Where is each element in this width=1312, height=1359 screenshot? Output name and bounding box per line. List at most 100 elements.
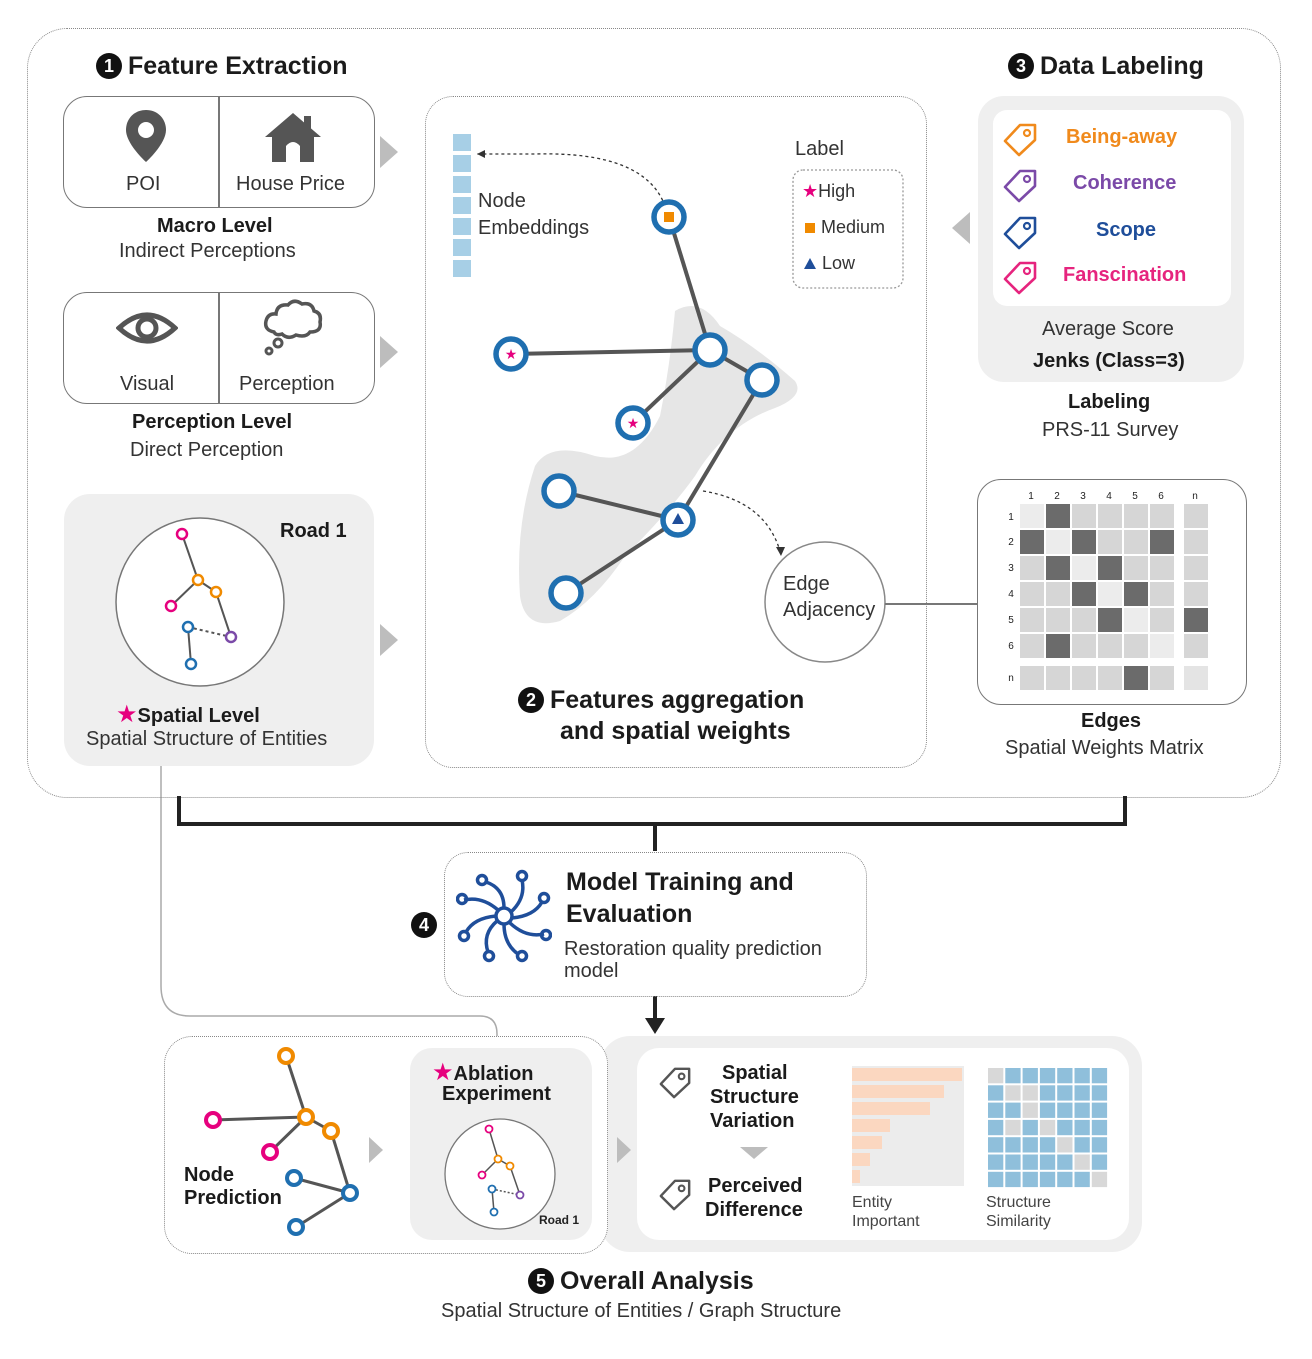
matrix-cell bbox=[1150, 666, 1174, 690]
tag-label: Coherence bbox=[1073, 172, 1177, 194]
matrix-cell bbox=[1184, 634, 1208, 658]
matrix-cell bbox=[1098, 556, 1122, 580]
tag-icon bbox=[1003, 169, 1037, 203]
legend-low-label: Low bbox=[822, 253, 856, 273]
similarity-cell bbox=[1057, 1119, 1073, 1136]
similarity-cell bbox=[1039, 1102, 1056, 1118]
matrix-cell bbox=[1184, 582, 1208, 606]
visual-label: Visual bbox=[120, 373, 175, 395]
legend-item-medium: Medium bbox=[805, 217, 885, 238]
matrix-col-label: 2 bbox=[1054, 491, 1060, 502]
step5-title: 5 Overall Analysis bbox=[528, 1267, 754, 1296]
matrix-cell bbox=[1020, 582, 1044, 606]
ablation-title-line2: Experiment bbox=[442, 1083, 551, 1105]
node-embeddings-column bbox=[453, 134, 471, 277]
step2-title-text1: Features aggregation bbox=[550, 686, 805, 714]
similarity-cell bbox=[1091, 1137, 1108, 1153]
ssv-line3: Variation bbox=[710, 1110, 795, 1132]
spatial-weights-matrix: 1 2 3 4 5 6 n 1 2 3 4 5 6 n bbox=[1008, 491, 1208, 690]
matrix-cell bbox=[1098, 504, 1122, 528]
graph-panel bbox=[425, 96, 927, 768]
matrix-row-label: 5 bbox=[1008, 615, 1014, 626]
legend-high-label: High bbox=[818, 181, 856, 201]
similarity-cell bbox=[1022, 1171, 1038, 1188]
matrix-row-label: 2 bbox=[1008, 537, 1014, 548]
svg-text:★: ★ bbox=[627, 415, 640, 431]
matrix-cell bbox=[1072, 530, 1096, 554]
similarity-cell bbox=[1005, 1119, 1021, 1136]
ablation-arrow bbox=[617, 1137, 631, 1163]
similarity-cell bbox=[1091, 1119, 1108, 1136]
matrix-cell bbox=[1184, 556, 1208, 580]
matrix-row-label: n bbox=[1008, 673, 1014, 684]
similarity-cell bbox=[988, 1119, 1004, 1136]
perception-arrow bbox=[380, 336, 398, 368]
entity-important-line1: Entity bbox=[852, 1194, 893, 1211]
step5-title-text: Overall Analysis bbox=[560, 1267, 754, 1295]
step5-subtitle: Spatial Structure of Entities / Graph St… bbox=[441, 1300, 842, 1322]
perception-divider bbox=[218, 293, 220, 403]
matrix-col-label: 4 bbox=[1106, 491, 1112, 502]
pd-line2: Difference bbox=[705, 1199, 803, 1221]
tag-fascination: Fanscination bbox=[998, 258, 1238, 298]
spatial-level-title: ★Spatial Level bbox=[116, 700, 260, 729]
matrix-row-label: 6 bbox=[1008, 641, 1014, 652]
step2-title-line2: and spatial weights bbox=[560, 717, 791, 745]
square-icon bbox=[805, 223, 815, 233]
average-score-label: Average Score bbox=[1042, 318, 1174, 340]
matrix-row-label: 3 bbox=[1008, 563, 1014, 574]
matrix-cell bbox=[1098, 582, 1122, 606]
similarity-cell bbox=[1091, 1102, 1108, 1118]
tag-label: Fanscination bbox=[1063, 264, 1187, 286]
matrix-cell bbox=[1072, 504, 1096, 528]
matrix-cell bbox=[1098, 634, 1122, 658]
tag-icon bbox=[659, 1067, 691, 1099]
similarity-cell bbox=[1005, 1102, 1021, 1118]
matrix-cell bbox=[1124, 666, 1148, 690]
matrix-cell bbox=[1124, 556, 1148, 580]
matrix-cell bbox=[1020, 504, 1044, 528]
matrix-cell bbox=[1046, 666, 1070, 690]
structure-similarity-grid bbox=[988, 1068, 1108, 1188]
similarity-cell bbox=[1022, 1154, 1038, 1170]
down-arrow bbox=[740, 1147, 768, 1159]
matrix-cell bbox=[1150, 582, 1174, 606]
macro-divider bbox=[218, 97, 220, 207]
matrix-cell bbox=[1046, 530, 1070, 554]
matrix-cell bbox=[1124, 634, 1148, 658]
macro-level-subtitle: Indirect Perceptions bbox=[119, 240, 296, 262]
matrix-cell bbox=[1184, 504, 1208, 528]
legend-medium-label: Medium bbox=[821, 217, 886, 237]
matrix-cell bbox=[1124, 530, 1148, 554]
poi-label: POI bbox=[126, 173, 161, 195]
thought-cloud-icon bbox=[263, 299, 323, 356]
star-icon: ★ bbox=[432, 1059, 454, 1086]
ablation-title-line1: ★Ablation bbox=[432, 1058, 534, 1087]
jenks-label: Jenks (Class=3) bbox=[1033, 350, 1185, 372]
matrix-cell bbox=[1020, 530, 1044, 554]
road-label: Road 1 bbox=[280, 520, 347, 542]
edge-adjacency-label-line1: Edge bbox=[783, 573, 830, 595]
similarity-cell bbox=[1039, 1137, 1056, 1153]
matrix-row-label: 4 bbox=[1008, 589, 1014, 600]
similarity-cell bbox=[988, 1137, 1004, 1153]
similarity-cell bbox=[1057, 1102, 1073, 1118]
tag-being-away: Being-away bbox=[998, 120, 1238, 160]
similarity-cell bbox=[1074, 1068, 1090, 1084]
step3-title: 3 Data Labeling bbox=[1008, 52, 1204, 81]
step1-title-text: Feature Extraction bbox=[128, 52, 348, 80]
feature-pipeline-container bbox=[27, 28, 1281, 798]
similarity-cell bbox=[1022, 1085, 1038, 1101]
similarity-cell bbox=[1057, 1085, 1073, 1101]
step4-title-line1: Model Training and bbox=[566, 868, 794, 896]
matrix-cell bbox=[1184, 666, 1208, 690]
matrix-cell bbox=[1020, 634, 1044, 658]
tag-label: Scope bbox=[1096, 219, 1157, 241]
macro-arrow bbox=[380, 136, 398, 168]
matrix-cell bbox=[1098, 530, 1122, 554]
road-graph bbox=[115, 517, 285, 687]
structure-similarity-line1: Structure bbox=[986, 1194, 1051, 1211]
ablation-title-text: Ablation bbox=[453, 1063, 534, 1085]
merge-connector bbox=[177, 796, 1127, 1034]
matrix-col-label: 1 bbox=[1028, 491, 1034, 502]
